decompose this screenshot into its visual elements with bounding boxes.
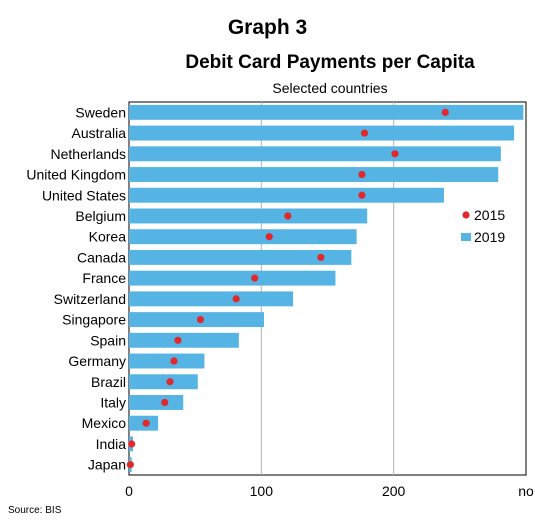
category-label: Switzerland <box>54 291 126 307</box>
legend-marker-2015 <box>462 211 470 219</box>
dot <box>196 315 205 324</box>
bar <box>129 146 501 162</box>
grid-lines <box>260 102 395 475</box>
dot <box>170 357 178 365</box>
dot <box>174 336 182 344</box>
bar <box>129 229 357 245</box>
category-label: Italy <box>100 394 126 410</box>
bar <box>129 167 499 182</box>
dot <box>284 212 292 220</box>
category-label: Japan <box>88 457 126 473</box>
category-label: France <box>82 270 126 286</box>
bar <box>129 312 264 328</box>
bar <box>129 270 336 286</box>
bar <box>129 249 352 265</box>
bar <box>129 395 184 410</box>
x-tick-label: 200 <box>382 483 406 499</box>
category-label: Germany <box>68 353 126 369</box>
bar <box>129 374 198 390</box>
dot <box>441 108 449 116</box>
category-label: Spain <box>90 332 126 348</box>
chart-subtitle: Selected countries <box>272 80 388 96</box>
x-tick-label: 0 <box>125 483 133 499</box>
category-label: Netherlands <box>51 146 127 162</box>
dot <box>126 461 134 469</box>
bar <box>129 125 515 141</box>
x-tick-label: no <box>518 483 534 499</box>
dot <box>317 253 325 262</box>
bar <box>129 208 368 224</box>
dot <box>391 150 399 158</box>
category-label: Singapore <box>62 312 126 328</box>
category-label: India <box>96 436 127 452</box>
bar <box>129 332 239 348</box>
dot <box>161 398 169 407</box>
category-label: Brazil <box>91 374 126 390</box>
x-tick-label: 100 <box>250 483 274 499</box>
category-label: Korea <box>89 229 127 245</box>
legend-label: 2019 <box>474 229 505 245</box>
dot <box>128 440 136 448</box>
chart-title: Debit Card Payments per Capita <box>185 52 475 73</box>
dots-2015 <box>126 108 449 469</box>
category-label: Sweden <box>75 104 126 120</box>
legend-label: 2015 <box>474 207 505 223</box>
source-note: Source: BIS <box>8 505 62 516</box>
plot-frame <box>128 101 527 476</box>
dot <box>358 170 366 179</box>
category-label: Mexico <box>82 415 127 431</box>
dot <box>166 378 174 386</box>
x-axis-ticks: 0 100 200 no <box>125 483 534 499</box>
bars-2019 <box>129 104 524 473</box>
bar <box>129 353 205 369</box>
bar <box>129 291 294 307</box>
category-label: United Kingdom <box>26 167 126 183</box>
dot <box>251 274 259 282</box>
dot <box>358 191 366 199</box>
dot <box>360 129 369 137</box>
category-label: Australia <box>72 125 127 141</box>
legend-marker-2019 <box>461 233 471 241</box>
bar <box>129 104 524 120</box>
category-labels: Sweden Australia Netherlands United Kingdom… <box>26 104 126 472</box>
graph-label: Graph 3 <box>227 16 308 39</box>
dot <box>232 295 240 303</box>
category-label: United States <box>42 187 126 203</box>
category-label: Belgium <box>75 208 126 224</box>
dot <box>142 419 150 427</box>
dot <box>265 233 273 241</box>
category-label: Canada <box>77 249 126 265</box>
legend: 2015 2019 <box>461 207 505 245</box>
bar <box>129 187 444 203</box>
